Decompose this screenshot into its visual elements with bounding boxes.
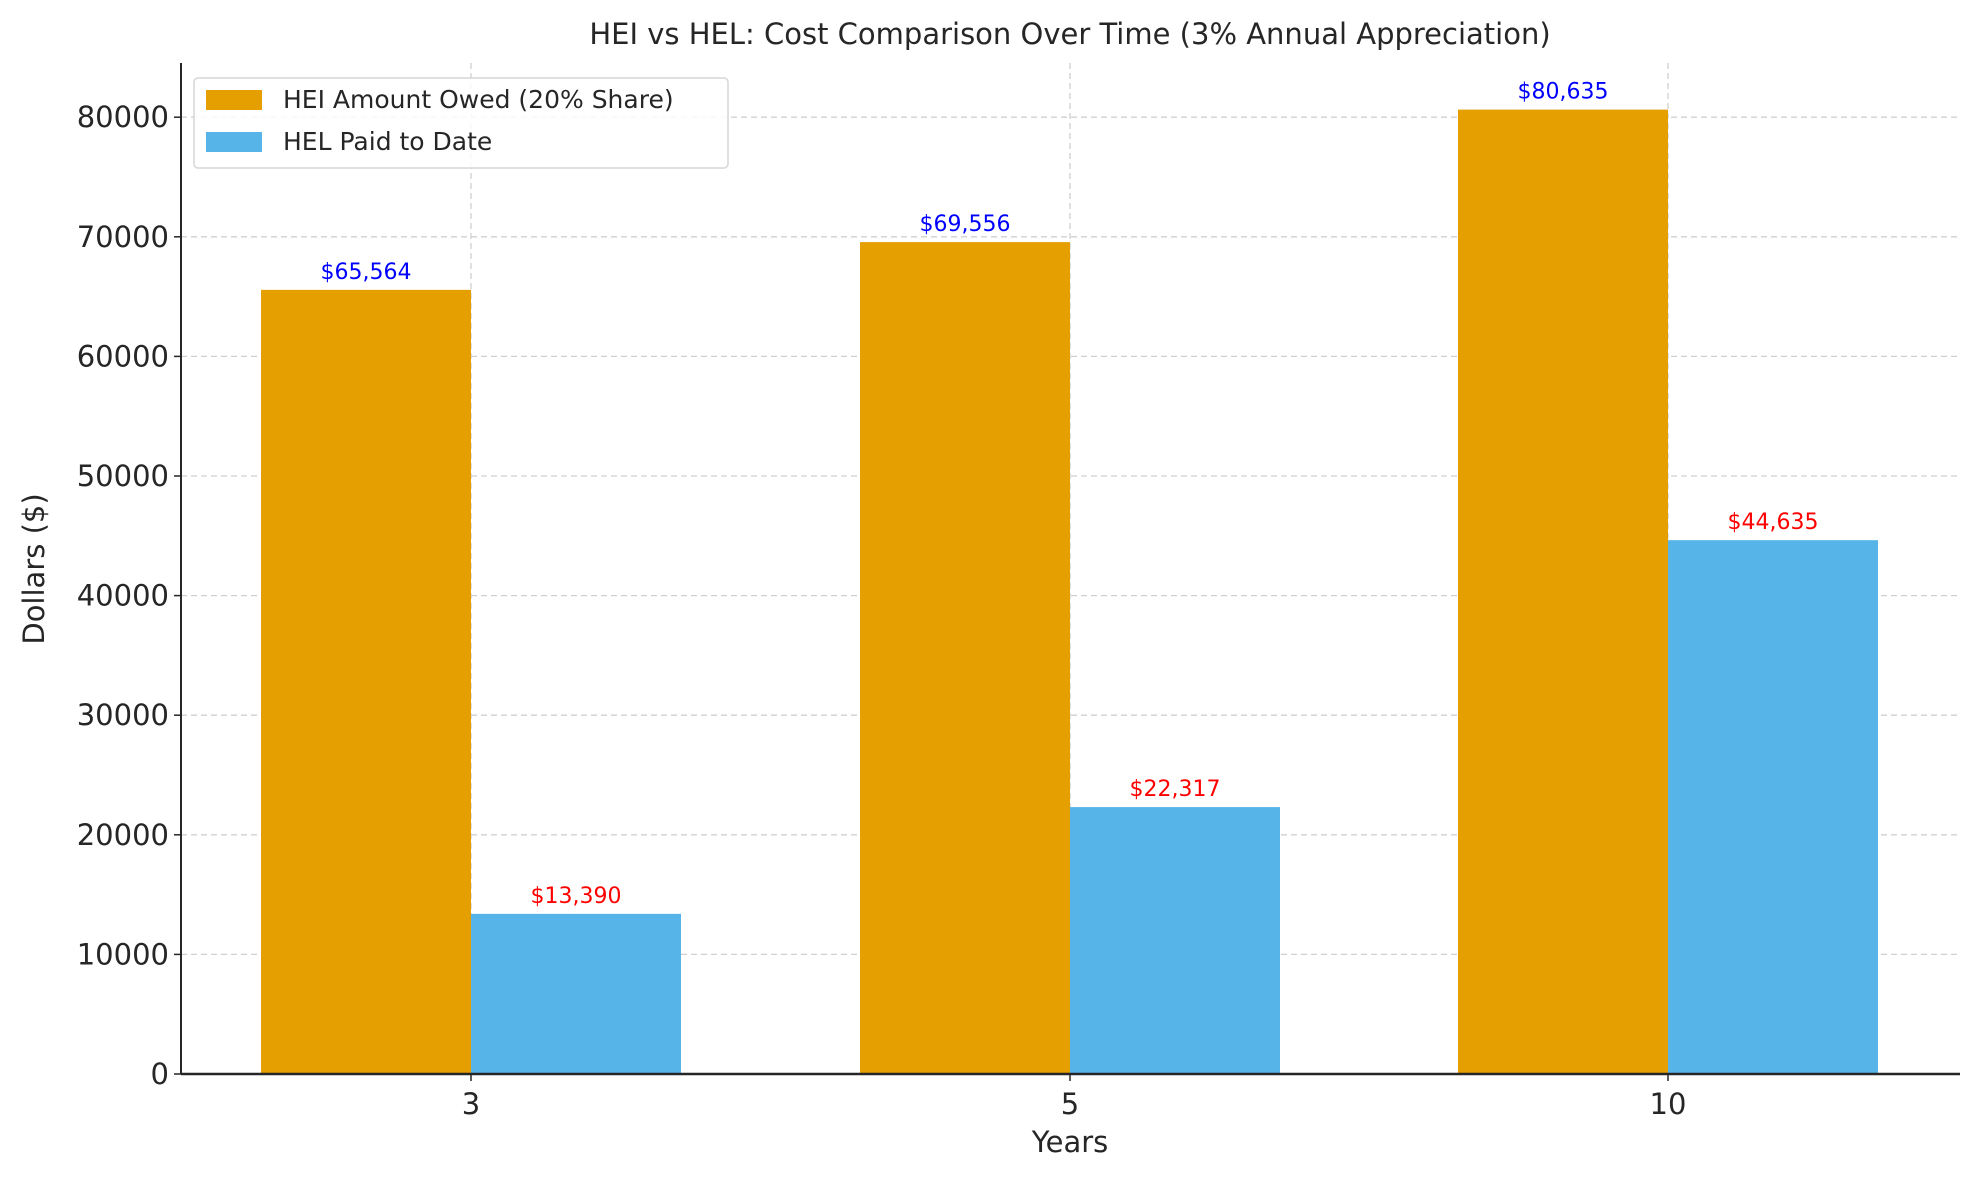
x-tick-label: 10	[1650, 1087, 1687, 1121]
data-label: $69,556	[920, 212, 1011, 237]
y-tick-label: 20000	[77, 818, 169, 852]
y-tick-label: 80000	[77, 100, 169, 134]
y-axis-label: Dollars ($)	[17, 493, 51, 644]
data-label: $13,390	[531, 884, 622, 909]
x-axis-label: Years	[1031, 1125, 1109, 1159]
data-label: $22,317	[1130, 777, 1221, 802]
y-tick-label: 30000	[77, 698, 169, 732]
legend-swatch	[206, 90, 262, 110]
y-axis: 0 10000 20000 30000 40000 50000 60000 70000 8000…	[77, 63, 182, 1091]
legend-label: HEL Paid to Date	[283, 127, 492, 156]
bar	[1668, 540, 1878, 1074]
data-label: $65,564	[321, 260, 412, 285]
y-tick-label: 0	[151, 1057, 169, 1091]
data-label: $80,635	[1518, 80, 1609, 105]
x-axis: 3 5 10	[181, 1072, 1960, 1121]
y-tick-label: 50000	[77, 459, 169, 493]
y-tick-label: 40000	[77, 579, 169, 613]
y-tick-label: 10000	[77, 937, 169, 971]
legend-swatch	[206, 132, 262, 152]
bar	[471, 913, 681, 1074]
legend-label: HEI Amount Owed (20% Share)	[283, 85, 674, 114]
bar	[1458, 109, 1668, 1074]
legend-box	[193, 77, 729, 169]
y-tick-label: 60000	[77, 339, 169, 373]
legend: HEI Amount Owed (20% Share) HEL Paid to D…	[193, 77, 729, 169]
x-tick-label: 5	[1061, 1087, 1079, 1121]
y-tick-label: 70000	[77, 220, 169, 254]
bar	[860, 242, 1070, 1075]
bar	[261, 289, 471, 1074]
bar	[1070, 807, 1280, 1074]
x-tick-label: 3	[462, 1087, 480, 1121]
bars: $65,564 $69,556 $80,635 $13,390 $22,317 $44,6…	[261, 80, 1878, 1075]
chart-title: HEI vs HEL: Cost Comparison Over Time (3…	[589, 17, 1550, 51]
data-label: $44,635	[1728, 510, 1819, 535]
